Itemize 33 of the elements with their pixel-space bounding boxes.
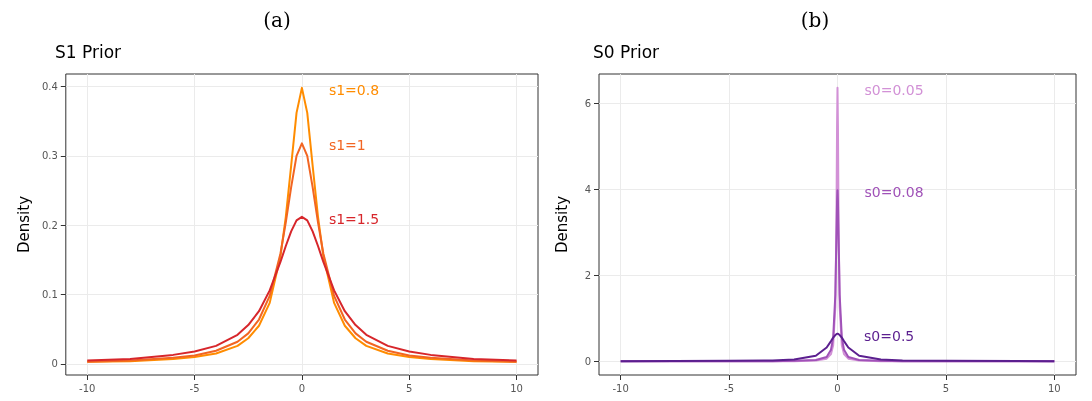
- y-tick-label: 0: [584, 355, 591, 367]
- y-tick-label: 0.1: [41, 289, 58, 301]
- series-label: s1=1: [328, 137, 366, 154]
- x-tick-label: 0: [298, 382, 306, 394]
- x-tick-label: -5: [189, 382, 200, 394]
- text: (b): [800, 8, 830, 32]
- series-label: s0=0.5: [864, 327, 915, 344]
- x-tick-label: 10: [510, 382, 523, 394]
- chart-title: S1 Prior: [55, 41, 122, 62]
- x-tick-label: 5: [406, 382, 413, 394]
- text: (a): [263, 8, 291, 32]
- y-tick-label: 0.3: [41, 150, 58, 162]
- x-tick-label: -10: [79, 382, 96, 394]
- series-label: s0=0.05: [864, 81, 924, 98]
- y-axis-title: Density: [552, 195, 571, 254]
- x-tick-label: -5: [724, 382, 735, 394]
- y-tick-label: 4: [584, 184, 591, 196]
- x-tick-label: 5: [942, 382, 950, 394]
- line-series: [86, 215, 518, 362]
- y-axis-title: Density: [14, 195, 33, 254]
- y-tick-label: 0.4: [41, 80, 58, 92]
- y-tick-label: 6: [584, 98, 591, 110]
- x-tick-label: 10: [1047, 382, 1061, 394]
- series-label: s1=0.8: [328, 81, 380, 98]
- x-tick-label: -10: [612, 382, 629, 394]
- y-tick-label: 0.2: [41, 219, 58, 231]
- line-series: [86, 142, 518, 363]
- series-label: s0=0.08: [864, 184, 924, 201]
- chart-title: S0 Prior: [593, 41, 660, 62]
- y-tick-label: 0: [51, 358, 58, 370]
- series-label: s1=1.5: [328, 210, 380, 227]
- x-tick-label: 0: [834, 382, 841, 394]
- y-tick-label: 2: [584, 269, 591, 281]
